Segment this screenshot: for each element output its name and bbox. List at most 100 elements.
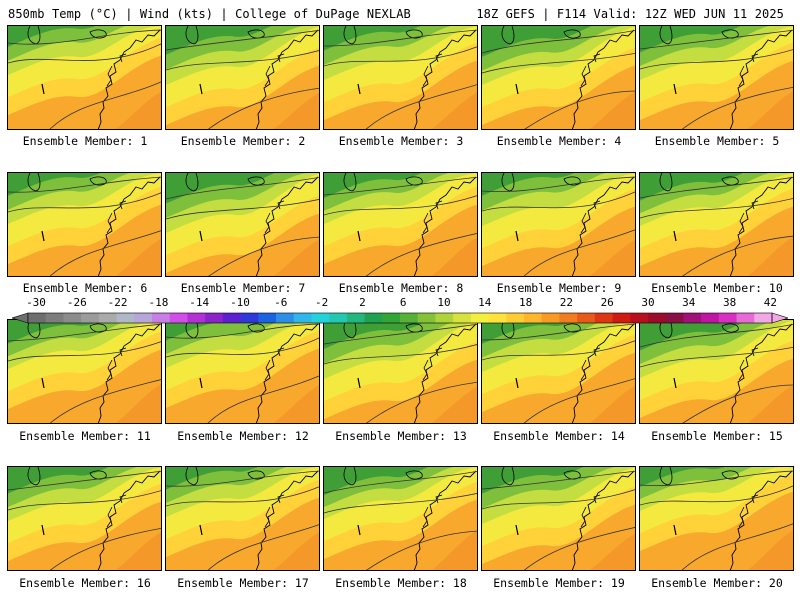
- ensemble-member-map: [7, 466, 162, 571]
- colorbar-segment: [718, 313, 737, 323]
- ensemble-member-caption: Ensemble Member: 7: [180, 281, 306, 295]
- ensemble-member-caption: Ensemble Member: 2: [180, 134, 306, 148]
- ensemble-member-map: [165, 319, 320, 424]
- colorbar-segment: [701, 313, 720, 323]
- colorbar-segment: [364, 313, 383, 323]
- ensemble-member-map: [323, 172, 478, 277]
- colorbar-segment: [683, 313, 702, 323]
- ensemble-member-map: [323, 319, 478, 424]
- colorbar-segment: [754, 313, 773, 323]
- ensemble-member-map: [639, 466, 794, 571]
- ensemble-member-map: [165, 466, 320, 571]
- colorbar-segment: [134, 313, 153, 323]
- ensemble-member-caption: Ensemble Member: 17: [177, 576, 309, 590]
- colorbar-segment: [152, 313, 171, 323]
- colorbar-tick-label: -22: [107, 296, 128, 309]
- ensemble-member-map: [7, 25, 162, 130]
- ensemble-member-map: [165, 172, 320, 277]
- colorbar-tick-label: 42: [763, 296, 778, 309]
- ensemble-member-caption: Ensemble Member: 19: [493, 576, 625, 590]
- colorbar-segment: [630, 313, 649, 323]
- colorbar-tick-label: -10: [230, 296, 250, 309]
- ensemble-member-map: [323, 466, 478, 571]
- colorbar-tick-label: 6: [399, 296, 407, 309]
- model-run-info: 18Z GEFS | F114 Valid: 12Z WED JUN 11 20…: [476, 7, 784, 21]
- colorbar-tick-label: 30: [641, 296, 655, 309]
- ensemble-member-map: [481, 172, 636, 277]
- colorbar-segment: [169, 313, 188, 323]
- colorbar-segment: [559, 313, 578, 323]
- temperature-colorbar: [10, 309, 790, 328]
- colorbar-segment: [541, 313, 560, 323]
- colorbar-tick-label: -14: [189, 296, 210, 309]
- ensemble-member-map: [481, 466, 636, 571]
- colorbar-tick-label: -30: [26, 296, 46, 309]
- colorbar-segment: [311, 313, 330, 323]
- colorbar-tick-label: 34: [682, 296, 696, 309]
- colorbar-segment: [488, 313, 507, 323]
- ensemble-member-caption: Ensemble Member: 13: [335, 429, 467, 443]
- ensemble-member-caption: Ensemble Member: 20: [651, 576, 783, 590]
- ensemble-member-caption: Ensemble Member: 10: [651, 281, 783, 295]
- colorbar-segment: [665, 313, 684, 323]
- colorbar-tick-label: 10: [437, 296, 451, 309]
- ensemble-member-caption: Ensemble Member: 1: [22, 134, 148, 148]
- colorbar-segment: [577, 313, 596, 323]
- colorbar-tick-label: 22: [559, 296, 574, 309]
- colorbar-segment: [435, 313, 454, 323]
- colorbar-segment: [648, 313, 667, 323]
- colorbar-segment: [400, 313, 419, 323]
- colorbar-segment: [258, 313, 277, 323]
- ensemble-member-caption: Ensemble Member: 11: [19, 429, 151, 443]
- ensemble-member-map: [481, 25, 636, 130]
- ensemble-member-map: [323, 25, 478, 130]
- colorbar-segment: [453, 313, 472, 323]
- ensemble-member-caption: Ensemble Member: 8: [338, 281, 464, 295]
- ensemble-member-caption: Ensemble Member: 14: [493, 429, 625, 443]
- ensemble-member-caption: Ensemble Member: 4: [496, 134, 622, 148]
- colorbar-tick-label: 14: [478, 296, 492, 309]
- colorbar-tick-label: -6: [274, 296, 288, 309]
- colorbar-tick-label: -18: [148, 296, 169, 309]
- colorbar-segment: [470, 313, 489, 323]
- chart-title: 850mb Temp (°C) | Wind (kts) | College o…: [8, 7, 411, 21]
- colorbar-segment: [222, 313, 241, 323]
- colorbar-segment: [506, 313, 525, 323]
- colorbar-segment: [293, 313, 312, 323]
- colorbar-segment: [81, 313, 100, 323]
- ensemble-member-caption: Ensemble Member: 6: [22, 281, 148, 295]
- colorbar-segment: [382, 313, 401, 323]
- ensemble-member-map: [639, 25, 794, 130]
- colorbar-tick-label: 38: [722, 296, 737, 309]
- colorbar-segment: [28, 313, 47, 323]
- ensemble-member-map: [7, 172, 162, 277]
- colorbar-graphic: [10, 312, 790, 324]
- ensemble-member-map: [639, 319, 794, 424]
- colorbar-segment: [736, 313, 755, 323]
- ensemble-member-caption: Ensemble Member: 5: [654, 134, 780, 148]
- colorbar-segment: [205, 313, 224, 323]
- ensemble-member-map: [481, 319, 636, 424]
- colorbar-segment: [329, 313, 348, 323]
- colorbar-segment: [45, 313, 64, 323]
- ensemble-member-map: [165, 25, 320, 130]
- colorbar-segment: [276, 313, 295, 323]
- colorbar-segment: [63, 313, 82, 323]
- colorbar-segment: [240, 313, 259, 323]
- colorbar-segment: [417, 313, 436, 323]
- colorbar-segment: [594, 313, 613, 323]
- ensemble-member-caption: Ensemble Member: 16: [19, 576, 151, 590]
- colorbar-segment: [524, 313, 543, 323]
- colorbar-tick-label: 18: [518, 296, 533, 309]
- ensemble-member-caption: Ensemble Member: 12: [177, 429, 309, 443]
- colorbar-tick-label: -26: [66, 296, 87, 309]
- colorbar-tick-label: 26: [600, 296, 614, 309]
- colorbar-tick-label: 2: [359, 296, 366, 309]
- colorbar-segment: [187, 313, 206, 323]
- ensemble-member-caption: Ensemble Member: 3: [338, 134, 464, 148]
- ensemble-member-caption: Ensemble Member: 15: [651, 429, 783, 443]
- ensemble-member-map: [639, 172, 794, 277]
- ensemble-member-map: [7, 319, 162, 424]
- ensemble-member-caption: Ensemble Member: 18: [335, 576, 467, 590]
- colorbar-segment: [346, 313, 365, 323]
